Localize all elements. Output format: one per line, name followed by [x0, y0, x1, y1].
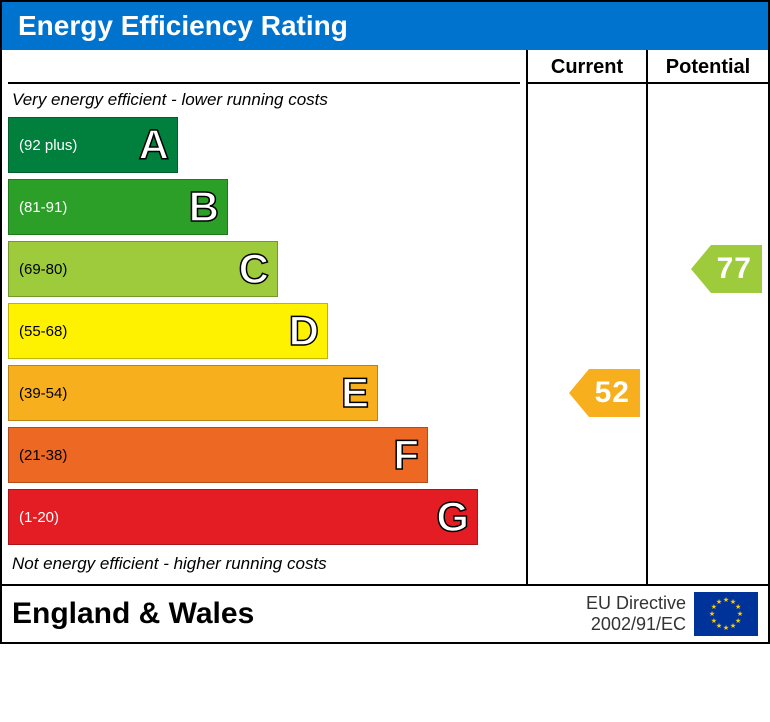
band-bar-g: (1-20) G — [8, 489, 478, 545]
caption-bottom: Not energy efficient - higher running co… — [8, 548, 520, 578]
potential-rating-value: 77 — [711, 245, 762, 293]
band-bar-b: (81-91) B — [8, 179, 228, 235]
potential-arrow-tip — [691, 245, 711, 293]
bands-column: Very energy efficient - lower running co… — [2, 50, 528, 584]
band-row-e: (39-54) E — [8, 362, 520, 424]
band-range-g: (1-20) — [9, 509, 59, 526]
caption-top: Very energy efficient - lower running co… — [8, 84, 520, 114]
band-row-g: (1-20) G — [8, 486, 520, 548]
band-row-b: (81-91) B — [8, 176, 520, 238]
footer: England & Wales EU Directive 2002/91/EC … — [2, 586, 768, 642]
current-rating-arrow: 52 — [569, 369, 640, 417]
band-letter-d: D — [289, 307, 319, 355]
footer-directive: EU Directive 2002/91/EC — [586, 593, 694, 634]
band-range-a: (92 plus) — [9, 137, 77, 154]
directive-line-1: EU Directive — [586, 593, 686, 614]
band-letter-c: C — [239, 245, 269, 293]
eu-star: ★ — [723, 596, 729, 604]
current-rating-value: 52 — [589, 369, 640, 417]
eu-star: ★ — [730, 622, 736, 630]
band-bar-d: (55-68) D — [8, 303, 328, 359]
band-bar-e: (39-54) E — [8, 365, 378, 421]
band-range-d: (55-68) — [9, 323, 67, 340]
epc-chart: Energy Efficiency Rating Very energy eff… — [0, 0, 770, 644]
directive-line-2: 2002/91/EC — [586, 614, 686, 635]
current-column: Current 52 — [528, 50, 648, 584]
eu-star: ★ — [723, 624, 729, 632]
band-bar-f: (21-38) F — [8, 427, 428, 483]
chart-title: Energy Efficiency Rating — [2, 2, 768, 50]
eu-star: ★ — [709, 610, 715, 618]
band-bar-c: (69-80) C — [8, 241, 278, 297]
bands-header-blank — [8, 50, 520, 84]
potential-header: Potential — [648, 50, 768, 84]
eu-star: ★ — [716, 598, 722, 606]
band-range-c: (69-80) — [9, 261, 67, 278]
band-range-e: (39-54) — [9, 385, 67, 402]
eu-flag-icon: ★★★★★★★★★★★★ — [694, 592, 758, 636]
band-letter-e: E — [341, 369, 369, 417]
band-bar-a: (92 plus) A — [8, 117, 178, 173]
chart-body: Very energy efficient - lower running co… — [2, 50, 768, 586]
band-range-b: (81-91) — [9, 199, 67, 216]
band-row-c: (69-80) C — [8, 238, 520, 300]
band-row-a: (92 plus) A — [8, 114, 520, 176]
band-letter-b: B — [189, 183, 219, 231]
band-letter-f: F — [393, 431, 419, 479]
current-header: Current — [528, 50, 646, 84]
band-range-f: (21-38) — [9, 447, 67, 464]
eu-star: ★ — [711, 617, 717, 625]
potential-rating-arrow: 77 — [691, 245, 762, 293]
footer-region: England & Wales — [12, 597, 586, 631]
band-row-f: (21-38) F — [8, 424, 520, 486]
band-letter-a: A — [139, 121, 169, 169]
current-arrow-tip — [569, 369, 589, 417]
potential-column: Potential 77 — [648, 50, 768, 584]
band-letter-g: G — [436, 493, 469, 541]
band-row-d: (55-68) D — [8, 300, 520, 362]
